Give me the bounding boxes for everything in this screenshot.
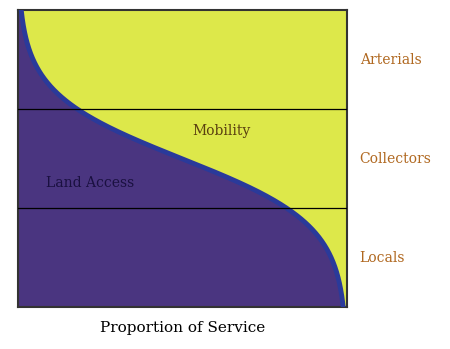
Text: Mobility: Mobility [193, 124, 251, 138]
Text: Collectors: Collectors [360, 152, 432, 166]
Polygon shape [18, 10, 343, 307]
Text: Arterials: Arterials [360, 53, 421, 67]
Text: Land Access: Land Access [46, 176, 135, 190]
X-axis label: Proportion of Service: Proportion of Service [99, 321, 265, 335]
Text: Locals: Locals [360, 251, 405, 265]
